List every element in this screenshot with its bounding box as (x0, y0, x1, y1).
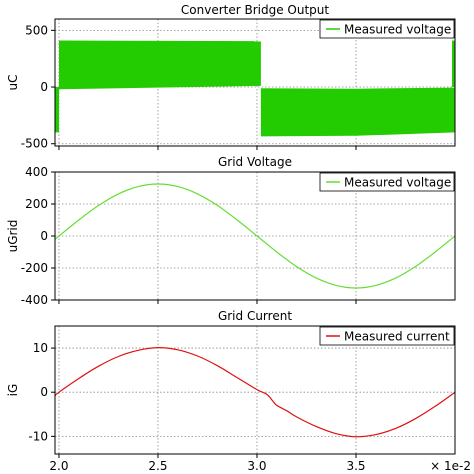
plot-area (55, 40, 455, 137)
y-tick-label: 0 (40, 229, 48, 243)
chart-title: Converter Bridge Output (181, 3, 329, 17)
y-tick-label: 0 (40, 80, 48, 94)
x-axis-multiplier: × 1e-2 (430, 459, 471, 473)
plot-area (55, 183, 455, 289)
plot-frame (54, 18, 456, 147)
x-tick-label: 2.0 (49, 459, 68, 473)
series-band-segment (59, 40, 261, 90)
plot-area (55, 346, 455, 438)
chart-panel-2: Grid Voltage 400 200 0 -200 -400 uGrid Measured… (6, 155, 456, 307)
series-band-segment (55, 87, 59, 133)
legend-box (319, 326, 455, 346)
y-axis-label: uGrid (6, 220, 20, 253)
chart-title: Grid Current (218, 309, 292, 323)
legend-label: Measured voltage (344, 176, 451, 190)
y-tick-label: -400 (21, 293, 48, 307)
series-band-segment (260, 88, 356, 137)
series-tail-spike (452, 40, 455, 88)
y-axis-label: uC (6, 75, 20, 91)
y-axis-label: iG (6, 384, 20, 397)
x-tick-label: 3.5 (346, 459, 365, 473)
chart-panel-3: Grid Current 10 0 -10 iG Measured current (6, 309, 456, 458)
y-tick-label: -10 (28, 429, 48, 443)
legend-label: Measured voltage (344, 23, 451, 37)
y-tick-label: 500 (25, 23, 48, 37)
y-tick-label: 10 (33, 341, 48, 355)
series-line (55, 183, 455, 289)
y-tick-label: -500 (21, 137, 48, 151)
legend-box (319, 172, 455, 192)
y-tick-label: 400 (25, 165, 48, 179)
y-tick-label: -200 (21, 261, 48, 275)
chart-panel-1: Converter Bridge Output 500 0 -500 uC Measure… (6, 3, 456, 151)
y-tick-label: 200 (25, 197, 48, 211)
plot-frame (54, 325, 456, 455)
chart-title: Grid Voltage (218, 155, 292, 169)
legend-label: Measured current (344, 330, 450, 344)
series-line (55, 346, 455, 438)
legend-box (319, 19, 455, 39)
series-band-segment (356, 87, 455, 136)
x-tick-label: 2.5 (148, 459, 167, 473)
y-tick-label: 0 (40, 385, 48, 399)
x-tick-label: 3.0 (247, 459, 266, 473)
